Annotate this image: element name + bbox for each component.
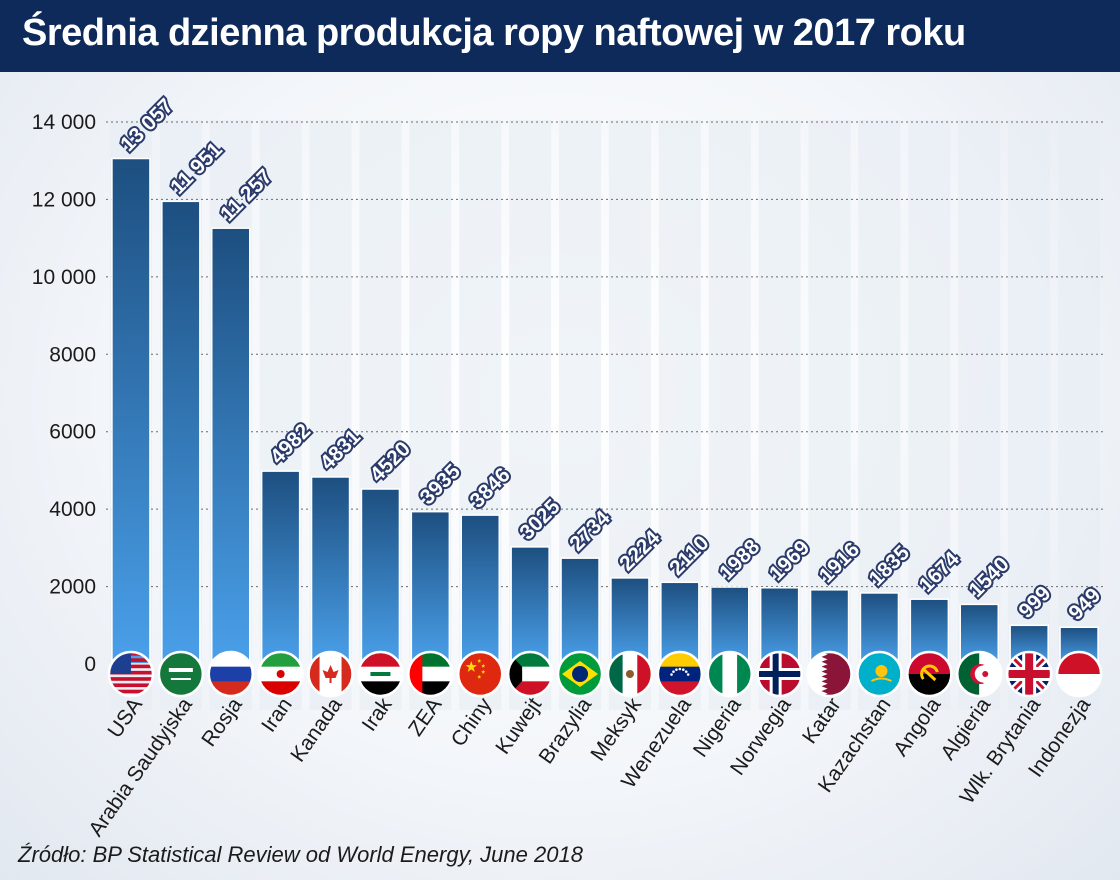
y-tick-label: 12 000 (32, 188, 96, 211)
flag-kazakhstan-icon (856, 650, 903, 698)
background-stripe (1008, 120, 1051, 710)
y-tick-label: 14 000 (32, 111, 96, 134)
flag-qatar-icon (806, 650, 853, 698)
flag-algeria-icon (956, 650, 1003, 698)
flag-mexico-icon (606, 650, 654, 698)
flag-iran-icon (257, 650, 304, 698)
title-bar: Średnia dzienna produkcja ropy naftowej … (0, 0, 1120, 72)
y-tick-label: 4000 (49, 498, 96, 521)
flag-indonesia-icon (1055, 650, 1103, 698)
chart-title: Średnia dzienna produkcja ropy naftowej … (22, 12, 966, 54)
bar (211, 227, 251, 665)
flag-nigeria-icon (706, 650, 753, 698)
bar (260, 470, 301, 665)
bar (410, 510, 451, 665)
bar (360, 488, 401, 665)
y-tick-label: 6000 (49, 421, 96, 444)
y-tick-label: 8000 (49, 343, 96, 366)
bar (759, 587, 800, 665)
bar (460, 514, 500, 665)
flag-venezuela-icon (656, 650, 704, 698)
y-tick-label: 10 000 (32, 266, 96, 289)
flag-kuwait-icon (506, 650, 554, 698)
bar (510, 546, 550, 665)
flag-iraq-icon (357, 650, 404, 698)
flag-angola-icon (906, 650, 953, 698)
flag-norway-icon (756, 650, 803, 698)
bar (310, 476, 351, 665)
flag-canada-icon (307, 650, 354, 698)
bar (610, 577, 650, 665)
flag-saudi-arabia-icon (157, 650, 205, 698)
x-category-label: Chiny (447, 693, 497, 751)
y-tick-label: 2000 (49, 576, 96, 599)
bar (161, 200, 201, 665)
x-category-label: Rosja (197, 693, 247, 750)
flag-usa-icon (107, 650, 155, 698)
background-stripe (1058, 120, 1101, 710)
flag-brazil-icon (556, 650, 604, 698)
y-tick-label: 0 (84, 653, 96, 676)
bar (111, 157, 151, 665)
flag-china-icon (457, 650, 504, 698)
flag-russia-icon (207, 650, 254, 698)
flag-uae-icon (407, 650, 454, 698)
bar (560, 557, 600, 665)
source-note: Źródło: BP Statistical Review od World E… (18, 842, 583, 867)
flag-uk-icon (1005, 650, 1053, 698)
